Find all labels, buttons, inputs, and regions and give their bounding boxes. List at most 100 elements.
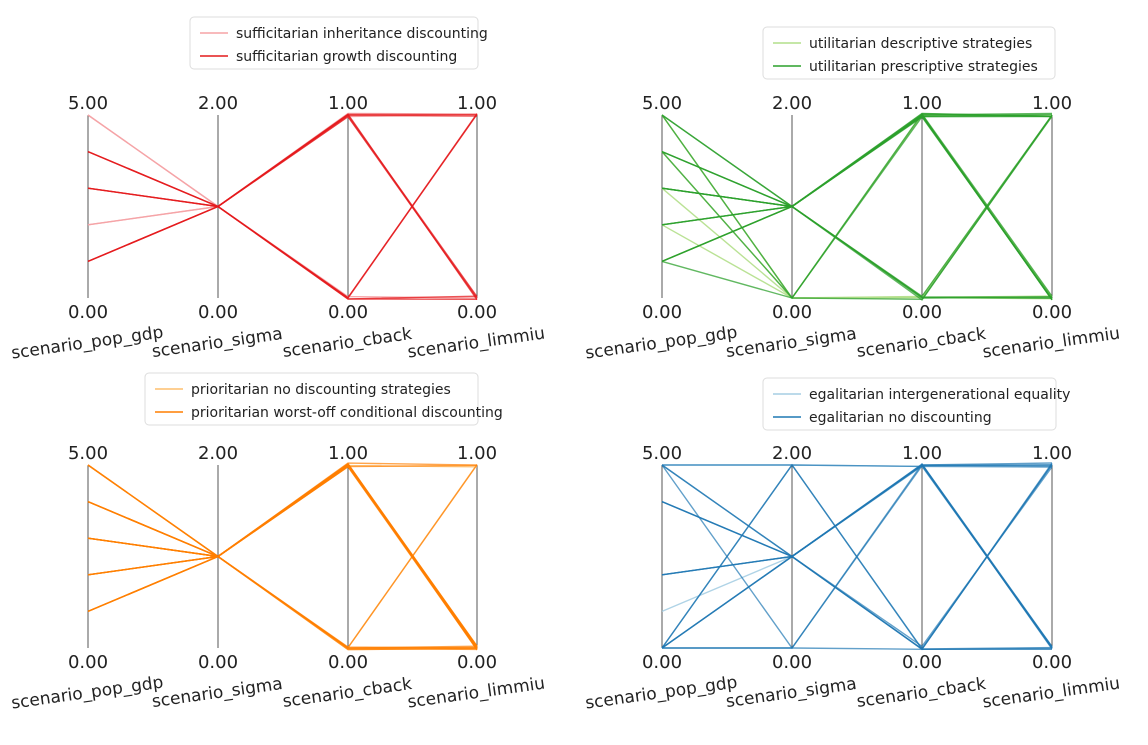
axis-name-label: scenario_cback <box>855 324 987 362</box>
axis-max-label: 5.00 <box>68 93 108 114</box>
legend-box <box>189 16 479 70</box>
axis-min-label: 0.00 <box>68 302 108 323</box>
data-line <box>661 114 1053 301</box>
data-line <box>661 150 1053 298</box>
axis-min-label: 0.00 <box>457 302 497 323</box>
data-line <box>87 115 478 299</box>
axis-max-label: 2.00 <box>198 443 238 464</box>
data-line <box>87 465 478 648</box>
axis-min-label: 0.00 <box>772 302 812 323</box>
axis-max-label: 5.00 <box>642 93 682 114</box>
series-2 <box>661 462 1053 651</box>
axis-max-label: 1.00 <box>902 443 942 464</box>
data-line <box>661 464 1053 613</box>
data-line <box>87 463 478 649</box>
axis-min-label: 0.00 <box>198 302 238 323</box>
data-line <box>87 464 478 649</box>
axis-name-label: scenario_limmiu <box>406 674 546 713</box>
axis-min-label: 0.00 <box>328 652 368 673</box>
legend-label: sufficitarian growth discounting <box>236 49 457 65</box>
axis-name-label: scenario_sigma <box>151 674 284 712</box>
data-line <box>87 463 478 651</box>
axis-min-label: 0.00 <box>772 652 812 673</box>
axis-name-label: scenario_cback <box>281 674 413 712</box>
axis-name-label: scenario_sigma <box>725 674 858 712</box>
data-line <box>87 114 478 299</box>
data-line <box>87 464 478 649</box>
series-1 <box>87 463 478 651</box>
data-line <box>662 462 1053 649</box>
data-line <box>87 464 478 650</box>
data-line <box>87 464 478 650</box>
data-line <box>661 187 1053 299</box>
axis-min-label: 0.00 <box>68 652 108 673</box>
legend-label: egalitarian intergenerational equality <box>809 387 1070 403</box>
axis-max-label: 5.00 <box>642 443 682 464</box>
data-line <box>87 465 478 650</box>
legend-label: sufficitarian inheritance discounting <box>236 26 488 42</box>
chart-panel-3: 5.000.00scenario_pop_gdp2.000.00scenario… <box>10 372 546 714</box>
axis-min-label: 0.00 <box>642 652 682 673</box>
axis-max-label: 2.00 <box>772 93 812 114</box>
legend: prioritarian no discounting strategies pr… <box>144 372 503 426</box>
data-line <box>87 114 478 208</box>
data-line <box>661 113 1053 299</box>
axis-min-label: 0.00 <box>198 652 238 673</box>
series-2 <box>87 113 478 301</box>
legend-label: utilitarian descriptive strategies <box>809 36 1032 52</box>
axis-max-label: 1.00 <box>1032 93 1072 114</box>
series-1 <box>87 112 478 300</box>
data-line <box>87 464 478 648</box>
data-line <box>87 113 478 299</box>
legend: utilitarian descriptive strategies utilit… <box>762 26 1056 80</box>
legend-box <box>762 26 1056 80</box>
data-line <box>87 463 478 650</box>
data-line <box>661 555 1053 650</box>
data-line <box>87 113 478 226</box>
legend: egalitarian intergenerational equality eg… <box>762 377 1070 431</box>
legend-label: prioritarian no discounting strategies <box>191 382 451 398</box>
data-line <box>87 463 478 647</box>
data-line <box>87 463 478 647</box>
data-line <box>87 500 478 649</box>
data-line <box>87 114 478 298</box>
axis-name-label: scenario_cback <box>855 674 987 712</box>
data-line <box>87 113 478 263</box>
axis-max-label: 2.00 <box>772 443 812 464</box>
data-line <box>87 113 478 301</box>
data-line <box>87 113 478 299</box>
axis-min-label: 0.00 <box>902 652 942 673</box>
series-2 <box>661 112 1053 301</box>
data-line <box>87 205 478 300</box>
chart-panel-4: 5.000.00scenario_pop_gdp2.000.00scenario… <box>584 377 1121 714</box>
data-line <box>87 463 478 649</box>
axis-max-label: 1.00 <box>328 93 368 114</box>
axis-name-label: scenario_limmiu <box>981 674 1121 713</box>
axis-min-label: 0.00 <box>1032 652 1072 673</box>
axis-name-label: scenario_limmiu <box>406 324 546 363</box>
axis-name-label: scenario_sigma <box>151 324 284 362</box>
axis-name-label: scenario_sigma <box>725 324 858 362</box>
legend-label: utilitarian prescriptive strategies <box>809 59 1038 75</box>
data-line <box>87 555 478 651</box>
data-line <box>661 464 1053 649</box>
axis-min-label: 0.00 <box>457 652 497 673</box>
data-line <box>661 113 1053 208</box>
axis-name-label: scenario_pop_gdp <box>584 672 739 713</box>
chart-panel-2: 5.000.00scenario_pop_gdp2.000.00scenario… <box>584 26 1121 364</box>
data-line <box>661 115 1053 300</box>
axis-min-label: 0.00 <box>1032 302 1072 323</box>
data-line <box>87 113 478 300</box>
axis-max-label: 1.00 <box>902 93 942 114</box>
axis-max-label: 1.00 <box>1032 443 1072 464</box>
data-line <box>87 463 478 648</box>
data-line <box>87 462 478 647</box>
data-line <box>661 463 1053 649</box>
legend-label: egalitarian no discounting <box>809 410 992 426</box>
data-line <box>661 187 1053 299</box>
axis-max-label: 1.00 <box>457 443 497 464</box>
axis-name-label: scenario_limmiu <box>981 324 1121 363</box>
axis-max-label: 2.00 <box>198 93 238 114</box>
legend-label: prioritarian worst-off conditional disco… <box>191 405 503 421</box>
data-line <box>661 112 1053 208</box>
